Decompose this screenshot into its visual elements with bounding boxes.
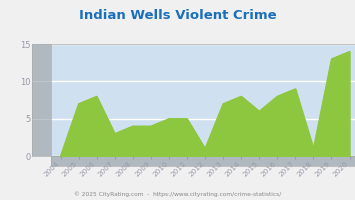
Text: Indian Wells Violent Crime: Indian Wells Violent Crime — [79, 9, 276, 22]
Text: © 2025 CityRating.com  -  https://www.cityrating.com/crime-statistics/: © 2025 CityRating.com - https://www.city… — [74, 191, 281, 197]
